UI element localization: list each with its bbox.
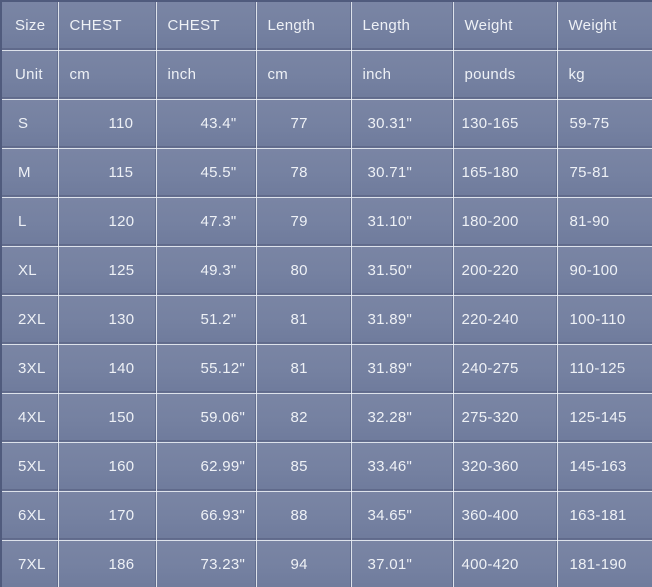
cell-chest-inch: 62.99"	[156, 442, 257, 492]
cell-weight-kg: 125-145	[557, 393, 652, 443]
cell-chest-inch: 73.23"	[156, 540, 257, 587]
table-row: 5XL 160 62.99" 85 33.46" 320-360 145-163	[1, 442, 652, 492]
cell-length-inch: 30.31"	[351, 99, 454, 149]
header-chest-inch: CHEST	[156, 1, 257, 51]
cell-weight-kg: 59-75	[557, 99, 652, 149]
cell-weight-pounds: 275-320	[453, 393, 558, 443]
cell-chest-cm: 130	[58, 295, 157, 345]
cell-weight-pounds: 220-240	[453, 295, 558, 345]
cell-size: 3XL	[1, 344, 59, 394]
cell-length-inch: 33.46"	[351, 442, 454, 492]
cell-length-inch: 37.01"	[351, 540, 454, 587]
cell-chest-cm: 115	[58, 148, 157, 198]
table-row: 3XL 140 55.12" 81 31.89" 240-275 110-125	[1, 344, 652, 394]
cell-length-cm: 85	[256, 442, 352, 492]
cell-length-inch: 34.65"	[351, 491, 454, 541]
table-row: S 110 43.4" 77 30.31" 130-165 59-75	[1, 99, 652, 149]
cell-weight-kg: 163-181	[557, 491, 652, 541]
cell-chest-inch: 43.4"	[156, 99, 257, 149]
cell-chest-inch: 66.93"	[156, 491, 257, 541]
cell-weight-pounds: 240-275	[453, 344, 558, 394]
header-row: Size CHEST CHEST Length Length Weight We…	[1, 1, 652, 51]
cell-chest-cm: 150	[58, 393, 157, 443]
cell-size: S	[1, 99, 59, 149]
cell-weight-pounds: 320-360	[453, 442, 558, 492]
size-chart-body: S 110 43.4" 77 30.31" 130-165 59-75 M 115 45.5" 78…	[1, 99, 652, 587]
cell-length-inch: 31.89"	[351, 344, 454, 394]
cell-weight-kg: 145-163	[557, 442, 652, 492]
cell-size: 6XL	[1, 491, 59, 541]
table-row: 6XL 170 66.93" 88 34.65" 360-400 163-181	[1, 491, 652, 541]
cell-weight-pounds: 165-180	[453, 148, 558, 198]
unit-row: Unit cm inch cm inch pounds kg	[1, 50, 652, 100]
cell-weight-kg: 90-100	[557, 246, 652, 296]
cell-weight-pounds: 200-220	[453, 246, 558, 296]
unit-length-inch: inch	[351, 50, 454, 100]
cell-chest-inch: 49.3"	[156, 246, 257, 296]
unit-chest-cm: cm	[58, 50, 157, 100]
table-row: 4XL 150 59.06" 82 32.28" 275-320 125-145	[1, 393, 652, 443]
size-chart-header: Size CHEST CHEST Length Length Weight We…	[1, 1, 652, 100]
cell-weight-pounds: 360-400	[453, 491, 558, 541]
unit-length-cm: cm	[256, 50, 352, 100]
cell-weight-kg: 181-190	[557, 540, 652, 587]
cell-length-inch: 32.28"	[351, 393, 454, 443]
cell-length-cm: 77	[256, 99, 352, 149]
header-weight-kg: Weight	[557, 1, 652, 51]
header-length-inch: Length	[351, 1, 454, 51]
cell-length-inch: 30.71"	[351, 148, 454, 198]
cell-length-cm: 81	[256, 295, 352, 345]
header-weight-pounds: Weight	[453, 1, 558, 51]
header-length-cm: Length	[256, 1, 352, 51]
cell-chest-cm: 186	[58, 540, 157, 587]
cell-chest-inch: 45.5"	[156, 148, 257, 198]
cell-size: XL	[1, 246, 59, 296]
table-row: 7XL 186 73.23" 94 37.01" 400-420 181-190	[1, 540, 652, 587]
cell-length-inch: 31.89"	[351, 295, 454, 345]
cell-length-cm: 82	[256, 393, 352, 443]
table-row: L 120 47.3" 79 31.10" 180-200 81-90	[1, 197, 652, 247]
cell-length-cm: 79	[256, 197, 352, 247]
cell-weight-pounds: 130-165	[453, 99, 558, 149]
header-chest-cm: CHEST	[58, 1, 157, 51]
table-row: XL 125 49.3" 80 31.50" 200-220 90-100	[1, 246, 652, 296]
cell-length-cm: 81	[256, 344, 352, 394]
cell-size: 4XL	[1, 393, 59, 443]
cell-chest-inch: 51.2"	[156, 295, 257, 345]
cell-size: 2XL	[1, 295, 59, 345]
unit-weight-pounds: pounds	[453, 50, 558, 100]
cell-length-inch: 31.50"	[351, 246, 454, 296]
cell-weight-pounds: 400-420	[453, 540, 558, 587]
cell-weight-kg: 110-125	[557, 344, 652, 394]
cell-chest-inch: 59.06"	[156, 393, 257, 443]
cell-chest-cm: 160	[58, 442, 157, 492]
cell-weight-kg: 81-90	[557, 197, 652, 247]
cell-chest-cm: 170	[58, 491, 157, 541]
cell-size: 5XL	[1, 442, 59, 492]
cell-length-inch: 31.10"	[351, 197, 454, 247]
cell-chest-inch: 55.12"	[156, 344, 257, 394]
cell-length-cm: 80	[256, 246, 352, 296]
cell-length-cm: 88	[256, 491, 352, 541]
unit-label: Unit	[1, 50, 59, 100]
cell-chest-cm: 125	[58, 246, 157, 296]
cell-weight-kg: 75-81	[557, 148, 652, 198]
cell-chest-cm: 120	[58, 197, 157, 247]
cell-length-cm: 78	[256, 148, 352, 198]
header-size: Size	[1, 1, 59, 51]
cell-chest-inch: 47.3"	[156, 197, 257, 247]
cell-weight-kg: 100-110	[557, 295, 652, 345]
table-row: 2XL 130 51.2" 81 31.89" 220-240 100-110	[1, 295, 652, 345]
cell-size: M	[1, 148, 59, 198]
cell-weight-pounds: 180-200	[453, 197, 558, 247]
cell-chest-cm: 110	[58, 99, 157, 149]
unit-weight-kg: kg	[557, 50, 652, 100]
table-row: M 115 45.5" 78 30.71" 165-180 75-81	[1, 148, 652, 198]
cell-chest-cm: 140	[58, 344, 157, 394]
unit-chest-inch: inch	[156, 50, 257, 100]
cell-length-cm: 94	[256, 540, 352, 587]
cell-size: 7XL	[1, 540, 59, 587]
cell-size: L	[1, 197, 59, 247]
